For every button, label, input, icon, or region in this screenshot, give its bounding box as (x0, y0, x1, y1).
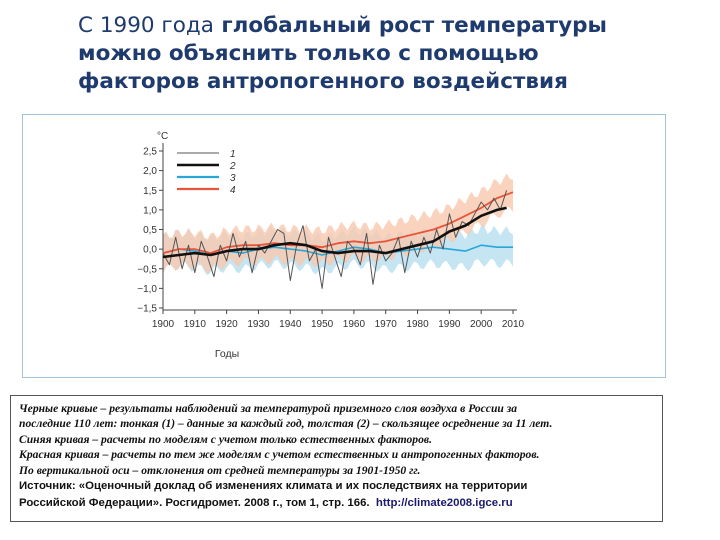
x-tick-label: 1960 (343, 319, 366, 330)
caption-source-text: Российской Федерации». Росгидромет. 2008… (19, 497, 370, 510)
caption-box: Черные кривые – результаты наблюдений за… (10, 395, 663, 522)
caption-line-5: По вертикальной оси – отклонения от сред… (19, 463, 421, 477)
x-tick-label: 1930 (247, 319, 270, 330)
legend-label: 1 (230, 149, 236, 160)
caption-line-4: Красная кривая – расчеты по тем же модел… (19, 448, 540, 462)
x-tick-label: 1940 (279, 319, 302, 330)
series-line-combined (162, 191, 514, 255)
series-line-smoothed (162, 206, 507, 259)
slide-title: С 1990 года глобальный рост температуры … (78, 12, 678, 96)
caption-line-1: Черные кривые – результаты наблюдений за… (19, 402, 518, 415)
legend-label: 4 (230, 185, 236, 196)
y-tick-label: 0,5 (143, 225, 157, 236)
y-tick-label: −1,5 (137, 304, 157, 315)
x-tick-label: 2000 (470, 319, 493, 330)
slide-title-lead: С 1990 года (78, 13, 214, 38)
x-axis-label: Годы (215, 348, 239, 360)
x-tick-label: 1920 (216, 319, 239, 330)
caption-line-3: Синяя кривая – расчеты по моделям с учет… (19, 432, 432, 446)
legend-label: 3 (230, 173, 236, 184)
series-line-annual (162, 190, 508, 289)
unit-label: °C (157, 131, 168, 142)
caption-source-line-1: Источник: «Оценочный доклад об изменения… (19, 480, 528, 493)
temperature-chart: 2,5 2,0 1,5 1,0 0,5 0,0 −0,5 −1,0 −1,5 1900 1910 19… (137, 131, 525, 360)
y-tick-label: 2,5 (143, 147, 157, 158)
slide-title-rest: глобальный рост температуры (213, 13, 607, 38)
x-tick-label: 2010 (502, 319, 525, 330)
y-tick-label: 0,0 (143, 245, 157, 256)
caption-source-line-2: Российской Федерации». Росгидромет. 2008… (19, 495, 654, 512)
slide-title-line3: факторов антропогенного воздействия (78, 69, 568, 94)
x-tick-label: 1970 (375, 319, 398, 330)
y-tick-label: 1,5 (143, 186, 157, 197)
caption-line-2: последние 110 лет: тонкая (1) – данные з… (19, 417, 553, 431)
y-tick-label: 1,0 (143, 205, 157, 216)
x-tick-label: 1990 (438, 319, 461, 330)
slide-title-line2: можно объяснить только с помощью (78, 41, 539, 66)
caption-source-url[interactable]: http://climate2008.igce.ru (375, 497, 513, 510)
y-tick-label: −1,0 (137, 284, 157, 295)
y-tick-label: 2,0 (143, 166, 157, 177)
x-tick-label: 1950 (311, 319, 334, 330)
x-tick-label: 1980 (406, 319, 429, 330)
legend-label: 2 (229, 161, 236, 172)
chart-panel: 2,5 2,0 1,5 1,0 0,5 0,0 −0,5 −1,0 −1,5 1900 1910 19… (22, 114, 666, 378)
x-tick-label: 1900 (152, 319, 175, 330)
x-tick-label: 1910 (184, 319, 207, 330)
y-tick-label: −0,5 (137, 264, 157, 275)
